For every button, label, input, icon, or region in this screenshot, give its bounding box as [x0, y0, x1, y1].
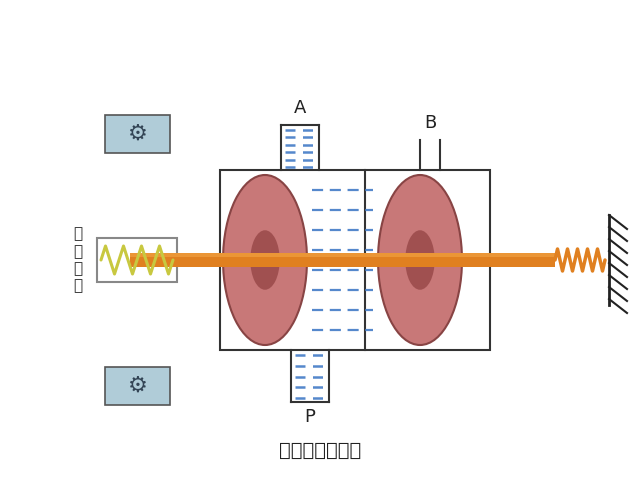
FancyBboxPatch shape [105, 115, 170, 153]
Text: 线
圈
断
电: 线 圈 断 电 [73, 227, 82, 294]
FancyBboxPatch shape [105, 367, 170, 405]
FancyBboxPatch shape [130, 253, 555, 257]
Text: 二位三通电磁阀: 二位三通电磁阀 [279, 440, 361, 460]
Ellipse shape [378, 175, 462, 345]
Text: B: B [424, 114, 436, 132]
Text: P: P [305, 408, 316, 426]
FancyBboxPatch shape [220, 170, 490, 350]
Ellipse shape [250, 230, 280, 290]
Text: ⚙: ⚙ [127, 376, 147, 396]
Text: A: A [294, 99, 306, 117]
FancyBboxPatch shape [97, 238, 177, 282]
FancyBboxPatch shape [130, 253, 555, 267]
Ellipse shape [405, 230, 435, 290]
Ellipse shape [223, 175, 307, 345]
Text: ⚙: ⚙ [127, 124, 147, 144]
